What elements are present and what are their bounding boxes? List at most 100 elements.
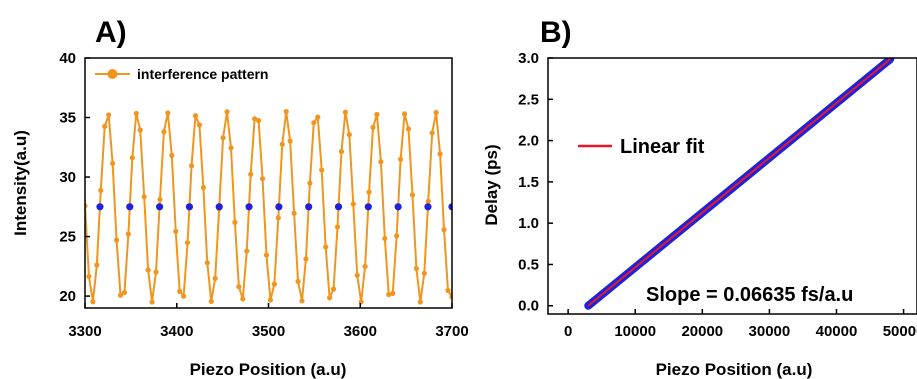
panel-a-legend-label: interference pattern bbox=[137, 66, 268, 82]
panel-a-plot-area bbox=[78, 109, 458, 305]
interference-pattern-point bbox=[157, 196, 163, 203]
interference-pattern-point bbox=[417, 299, 423, 305]
panel-b-y-tick-label: 0.5 bbox=[518, 256, 539, 273]
interference-pattern-point bbox=[311, 120, 317, 126]
interference-pattern-point bbox=[307, 180, 313, 186]
panel-a-x-tick-label: 3300 bbox=[68, 323, 101, 340]
interference-pattern-point bbox=[394, 233, 400, 239]
interference-pattern-point bbox=[232, 219, 238, 225]
interference-pattern-point bbox=[283, 109, 289, 115]
crossing-point bbox=[96, 203, 104, 211]
panel-a-legend-marker bbox=[107, 69, 118, 79]
crossing-point bbox=[185, 203, 194, 211]
interference-pattern-point bbox=[453, 242, 458, 247]
panel-a-y-tick-label: 35 bbox=[59, 110, 76, 127]
interference-pattern-point bbox=[441, 227, 447, 233]
interference-pattern-point bbox=[315, 114, 321, 120]
interference-pattern-point bbox=[90, 299, 96, 305]
panel-b-y-tick-label: 3.0 bbox=[518, 50, 539, 67]
panel-a-x-ticks: 3300 3400 3500 3600 3700 bbox=[68, 303, 469, 340]
interference-pattern-point bbox=[102, 123, 108, 129]
interference-pattern-point bbox=[287, 138, 293, 144]
panel-b-y-tick-label: 1.5 bbox=[518, 174, 539, 191]
interference-pattern-point bbox=[224, 109, 230, 115]
interference-pattern-point bbox=[299, 298, 305, 304]
interference-pattern-point bbox=[362, 263, 368, 270]
interference-pattern-point bbox=[117, 292, 124, 298]
interference-pattern-point bbox=[437, 151, 443, 157]
panel-a-x-tick-label: 3600 bbox=[344, 323, 377, 340]
panel-a-y-tick-label: 20 bbox=[59, 288, 76, 305]
panel-b-x-tick-label: 20000 bbox=[681, 323, 723, 340]
interference-pattern-point bbox=[358, 299, 364, 305]
interference-pattern-line bbox=[85, 111, 452, 303]
interference-pattern-point bbox=[204, 260, 210, 266]
interference-pattern-point bbox=[366, 189, 372, 195]
crossing-point bbox=[424, 203, 432, 211]
interference-pattern-point bbox=[161, 129, 167, 135]
panel-b-legend: Linear fit bbox=[578, 136, 705, 158]
panel-a-legend: interference pattern bbox=[95, 66, 268, 82]
interference-pattern-point bbox=[342, 109, 348, 115]
interference-pattern-point bbox=[267, 297, 274, 303]
interference-pattern-point bbox=[141, 194, 147, 200]
panel-a-y-axis-title: Intensity(a.u) bbox=[11, 130, 30, 236]
interference-pattern-point bbox=[149, 299, 155, 305]
interference-pattern-point bbox=[370, 124, 376, 130]
crossing-point bbox=[334, 203, 343, 211]
interference-pattern-point bbox=[405, 126, 412, 132]
interference-pattern-point bbox=[240, 296, 246, 302]
panel-b-y-axis-title: Delay (ps) bbox=[482, 144, 501, 225]
interference-pattern-point bbox=[425, 198, 431, 204]
interference-pattern-point bbox=[401, 111, 408, 117]
interference-pattern-point bbox=[409, 192, 416, 198]
interference-pattern-point bbox=[125, 231, 131, 237]
interference-pattern-point bbox=[94, 262, 100, 268]
interference-pattern-point bbox=[346, 132, 352, 138]
interference-pattern-point bbox=[177, 288, 183, 294]
panel-a-y-tick-label: 25 bbox=[59, 229, 76, 246]
crossing-point bbox=[275, 203, 283, 211]
panel-b-y-tick-label: 2.0 bbox=[518, 133, 539, 150]
interference-pattern-point bbox=[398, 156, 404, 162]
interference-pattern-point bbox=[208, 298, 214, 305]
interference-pattern-point bbox=[192, 113, 199, 119]
interference-pattern-point bbox=[188, 163, 195, 169]
interference-pattern-point bbox=[236, 284, 242, 290]
interference-pattern-point bbox=[184, 240, 191, 246]
interference-pattern-point bbox=[165, 110, 171, 116]
linear-fit-line bbox=[587, 58, 891, 307]
panel-a-x-tick-label: 3700 bbox=[435, 323, 468, 340]
interference-pattern-point bbox=[390, 290, 396, 296]
interference-pattern-point bbox=[145, 267, 151, 273]
panel-b-x-tick-label: 10000 bbox=[614, 323, 656, 340]
panel-a-label: A) bbox=[95, 16, 127, 49]
panel-b-label: B) bbox=[540, 16, 572, 49]
panel-b-x-tick-label: 0 bbox=[564, 323, 572, 340]
interference-pattern-point bbox=[244, 248, 250, 254]
interference-pattern-point bbox=[78, 133, 83, 138]
interference-pattern-point bbox=[323, 244, 329, 250]
interference-pattern-point bbox=[228, 145, 234, 151]
interference-pattern-point bbox=[86, 273, 92, 280]
interference-pattern-point bbox=[255, 118, 262, 124]
interference-pattern-point bbox=[169, 152, 175, 158]
interference-pattern-point bbox=[275, 215, 281, 221]
interference-pattern-point bbox=[129, 155, 135, 161]
interference-pattern-point bbox=[334, 224, 341, 230]
interference-pattern-point bbox=[259, 176, 266, 182]
interference-pattern-point bbox=[133, 110, 139, 117]
panel-a-y-tick-label: 30 bbox=[59, 169, 76, 186]
interference-pattern-point bbox=[200, 185, 206, 191]
panel-a-x-axis-title: Piezo Position (a.u) bbox=[190, 360, 347, 379]
interference-pattern-point bbox=[374, 111, 380, 118]
interference-pattern-point bbox=[248, 171, 254, 177]
crossing-point bbox=[126, 203, 134, 211]
interference-pattern-point bbox=[350, 201, 356, 207]
panel-b-y-ticks: 0.0 0.5 1.0 1.5 2.0 2.5 3.0 bbox=[518, 50, 553, 315]
interference-pattern-point bbox=[220, 135, 226, 141]
crossing-point bbox=[215, 203, 223, 211]
